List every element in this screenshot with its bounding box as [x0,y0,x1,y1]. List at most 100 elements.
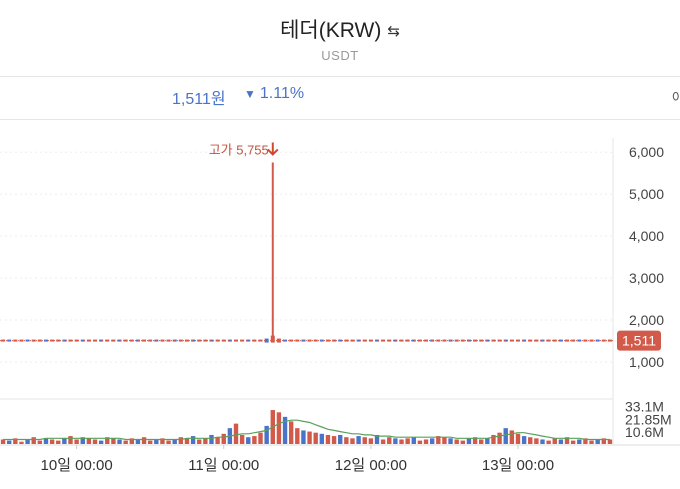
volume-bar [607,439,613,444]
candle [80,339,85,342]
chart-svg[interactable]: 1,000 2,000 3,000 4,000 5,000 6,000 1,511 고가 5,… [0,118,680,484]
candle [117,339,122,342]
volume-bar [485,438,490,444]
truncated-tab-label[interactable]: 야 [672,90,680,105]
volume-bar [546,440,551,444]
time-tick-label: 13일 00:00 [482,457,554,474]
volume-bar [98,440,104,444]
candle [86,339,91,342]
candle [264,338,269,343]
volume-bar [436,436,441,444]
volume-bar [233,423,239,444]
volume-bar [497,432,502,444]
time-tick-label: 10일 00:00 [41,457,113,474]
candle [528,339,533,342]
candle [68,339,73,342]
candle [111,339,116,342]
candle [362,339,367,342]
swap-icon[interactable]: ⇆ [387,23,400,41]
volume-bar [460,440,466,444]
candle [540,339,545,342]
volume-bar [521,436,527,444]
candle [417,339,422,342]
volume-bar [282,416,288,444]
volume-bar [350,438,355,444]
time-tick-label: 12일 00:00 [335,457,407,474]
volume-bar [429,438,435,444]
candle [485,339,490,342]
volume-bar [215,437,220,444]
candle [534,339,539,342]
volume-bar [31,437,36,444]
volume-bar [325,434,331,444]
volume-bar [319,433,325,444]
candle [240,339,245,342]
volume-bar [595,439,600,444]
volume-bar [25,439,30,444]
volume-bar [0,439,6,444]
volume-bar [197,439,202,444]
price-tick-label: 1,000 [629,354,664,370]
price-chart[interactable]: 1,000 2,000 3,000 4,000 5,000 6,000 1,511 고가 5,… [0,118,680,484]
volume-bar [570,440,576,444]
candle [497,339,502,342]
candle [234,339,239,342]
volume-bar [423,439,429,444]
volume-bar [313,432,318,444]
candle [276,338,281,343]
time-tick-label: 11일 00:00 [188,457,259,474]
candle [387,339,392,342]
candle [405,339,410,342]
candle [215,339,220,342]
candle [393,339,398,342]
volume-bar [374,434,380,444]
volume-bar [528,437,533,444]
volume-bar [123,440,128,444]
candle [473,339,478,342]
volume-bar [399,439,404,444]
volume-bar [111,438,116,444]
down-triangle-icon: ▼ [244,87,256,101]
candle [203,339,208,342]
volume-bar [338,434,343,444]
volume-bar [540,439,545,444]
candle [135,339,140,342]
volume-bar [80,437,85,444]
current-price-label: 1,511 [622,333,656,349]
candle [93,339,98,342]
high-arrow-icon [267,142,279,156]
volume-tick-label: 21.85M [625,411,672,427]
volume-bar [583,438,588,444]
volume-bar [160,438,165,444]
volume-bar [411,437,416,444]
candle [558,339,563,342]
volume-bar [147,440,153,444]
candle [123,339,128,342]
price-tick-label: 4,000 [629,228,664,244]
candle [411,339,416,342]
candle [62,339,67,342]
volume-bar [301,430,306,444]
volume-bar [362,437,367,444]
volume-bar [246,437,251,444]
candle [381,339,386,342]
volume-bar [258,432,263,444]
volume-bar [154,439,159,444]
candle [99,339,104,342]
volume-bar [209,434,214,444]
candle [227,339,232,342]
volume-bar [105,437,110,444]
candle [399,339,404,342]
price-tick-label: 6,000 [629,144,664,160]
candle [479,339,484,342]
volume-bar [62,438,67,444]
volume-tick-label: 10.6M [625,424,664,440]
coin-title: 테더(KRW) [280,19,382,42]
candle [522,339,527,342]
volume-bar [74,439,79,444]
candle [56,339,61,342]
volume-bar [472,437,478,444]
volume-bar [503,428,508,444]
volume-bar [417,440,423,444]
candle [191,339,196,342]
